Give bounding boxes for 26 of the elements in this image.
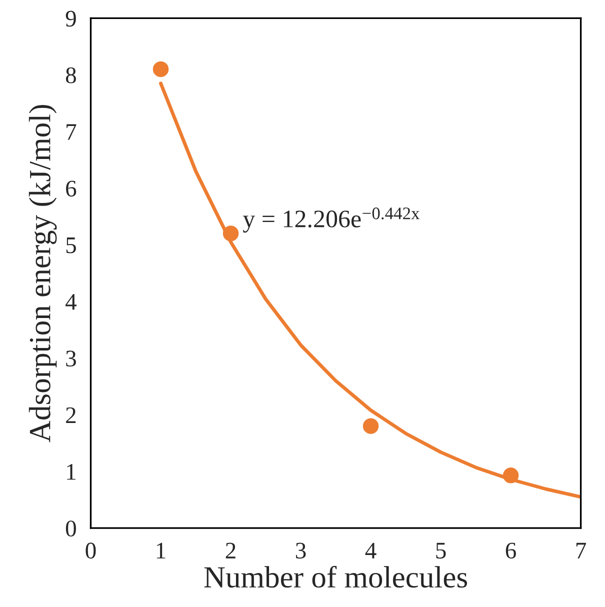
y-tick-label: 7 xyxy=(66,124,76,140)
x-tick-label: 7 xyxy=(576,542,586,558)
y-tick-label: 2 xyxy=(66,407,76,423)
x-tick-label: 0 xyxy=(86,542,96,559)
y-tick-label: 1 xyxy=(67,464,76,480)
x-tick-label: 3 xyxy=(296,542,306,559)
x-tick-label: 6 xyxy=(506,542,516,559)
y-tick-label: 0 xyxy=(66,520,76,537)
y-tick-label: 3 xyxy=(66,350,76,367)
x-tick-label: 4 xyxy=(365,542,376,558)
point xyxy=(222,226,239,242)
x-tick-label: 2 xyxy=(226,542,236,558)
annotation: y = 12.206e$^{−0.442x}$ xyxy=(242,208,420,233)
point xyxy=(152,61,169,78)
y-tick-label: 4 xyxy=(66,294,76,310)
line-series xyxy=(159,82,581,499)
x-tick-label: 5 xyxy=(436,542,446,559)
y-tick-label: 5 xyxy=(66,238,76,254)
x-tick-label: 1 xyxy=(156,542,166,558)
x-axis-title: Number of molecules xyxy=(204,566,468,588)
point xyxy=(362,418,379,434)
y-axis-title: Adsorption energy (kJ/mol) xyxy=(28,105,57,442)
y-tick-label: 9 xyxy=(66,10,76,27)
point xyxy=(502,468,519,484)
y-tick-label: 8 xyxy=(66,67,76,84)
y-tick-label: 6 xyxy=(66,180,76,197)
